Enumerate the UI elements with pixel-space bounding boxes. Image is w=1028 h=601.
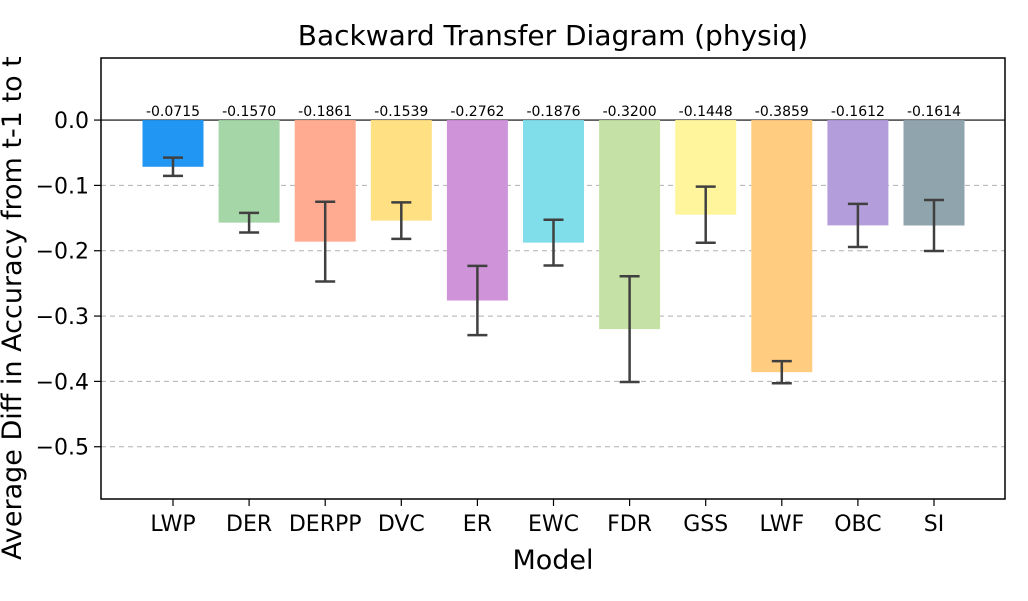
y-tick-label: −0.5 — [36, 436, 89, 461]
error-bar-derpp — [315, 200, 336, 283]
x-tick-label: GSS — [683, 512, 728, 537]
value-label-er: -0.2762 — [450, 104, 504, 120]
y-tick-label: −0.2 — [36, 240, 89, 265]
error-bar-gss — [695, 185, 716, 245]
plot-frame — [100, 57, 1006, 500]
value-label-lwf: -0.3859 — [755, 104, 809, 120]
x-tick-label: FDR — [607, 512, 652, 537]
x-tick-label: ER — [463, 512, 492, 537]
error-bar-er — [467, 264, 488, 337]
value-label-ewc: -0.1876 — [526, 104, 580, 120]
value-label-si: -0.1614 — [907, 104, 961, 120]
bar-lwf — [751, 120, 813, 373]
value-label-obc: -0.1612 — [831, 104, 885, 120]
value-label-derpp: -0.1861 — [298, 104, 352, 120]
value-label-lwp: -0.0715 — [146, 104, 200, 120]
y-tick-label: 0.0 — [54, 109, 89, 134]
error-bar-fdr — [619, 274, 640, 384]
error-bar-lwf — [771, 359, 792, 385]
value-labels: -0.0715 -0.1570 -0.1861 -0.1539 -0.2762 -0.18… — [146, 104, 961, 120]
x-tick-label: DER — [226, 512, 272, 537]
x-tick-label: DVC — [378, 512, 425, 537]
x-axis-label: Model — [512, 545, 593, 576]
x-tick-label: DERPP — [289, 512, 362, 537]
bars — [142, 120, 965, 373]
error-bar-obc — [847, 202, 868, 249]
chart-title: Backward Transfer Diagram (physiq) — [298, 19, 808, 52]
error-bar-ewc — [543, 218, 564, 267]
error-bar-si — [924, 198, 944, 253]
x-tick-label: SI — [924, 512, 944, 537]
x-axis-ticks: LWP DER DERPP DVC ER EWC FDR GSS LWF OBC SI — [150, 499, 944, 537]
x-tick-label: LWP — [150, 512, 195, 537]
value-label-gss: -0.1448 — [679, 104, 733, 120]
x-tick-label: EWC — [528, 512, 579, 537]
y-tick-label: −0.1 — [36, 174, 89, 199]
y-axis-ticks: 0.0 −0.1 −0.2 −0.3 −0.4 −0.5 — [36, 109, 101, 461]
error-bar-lwp — [163, 156, 183, 178]
x-tick-label: OBC — [834, 512, 881, 537]
value-label-dvc: -0.1539 — [374, 104, 428, 120]
error-bar-dvc — [391, 201, 412, 241]
bar-der — [218, 120, 280, 223]
y-axis-label: Average Diff in Accuracy from t-1 to t — [0, 56, 28, 560]
y-tick-label: −0.4 — [36, 370, 89, 395]
value-label-fdr: -0.3200 — [603, 104, 657, 120]
y-tick-label: −0.3 — [36, 305, 89, 330]
error-bars — [163, 156, 944, 385]
x-tick-label: LWF — [759, 512, 804, 537]
error-bar-der — [239, 211, 260, 234]
value-label-der: -0.1570 — [222, 104, 276, 120]
